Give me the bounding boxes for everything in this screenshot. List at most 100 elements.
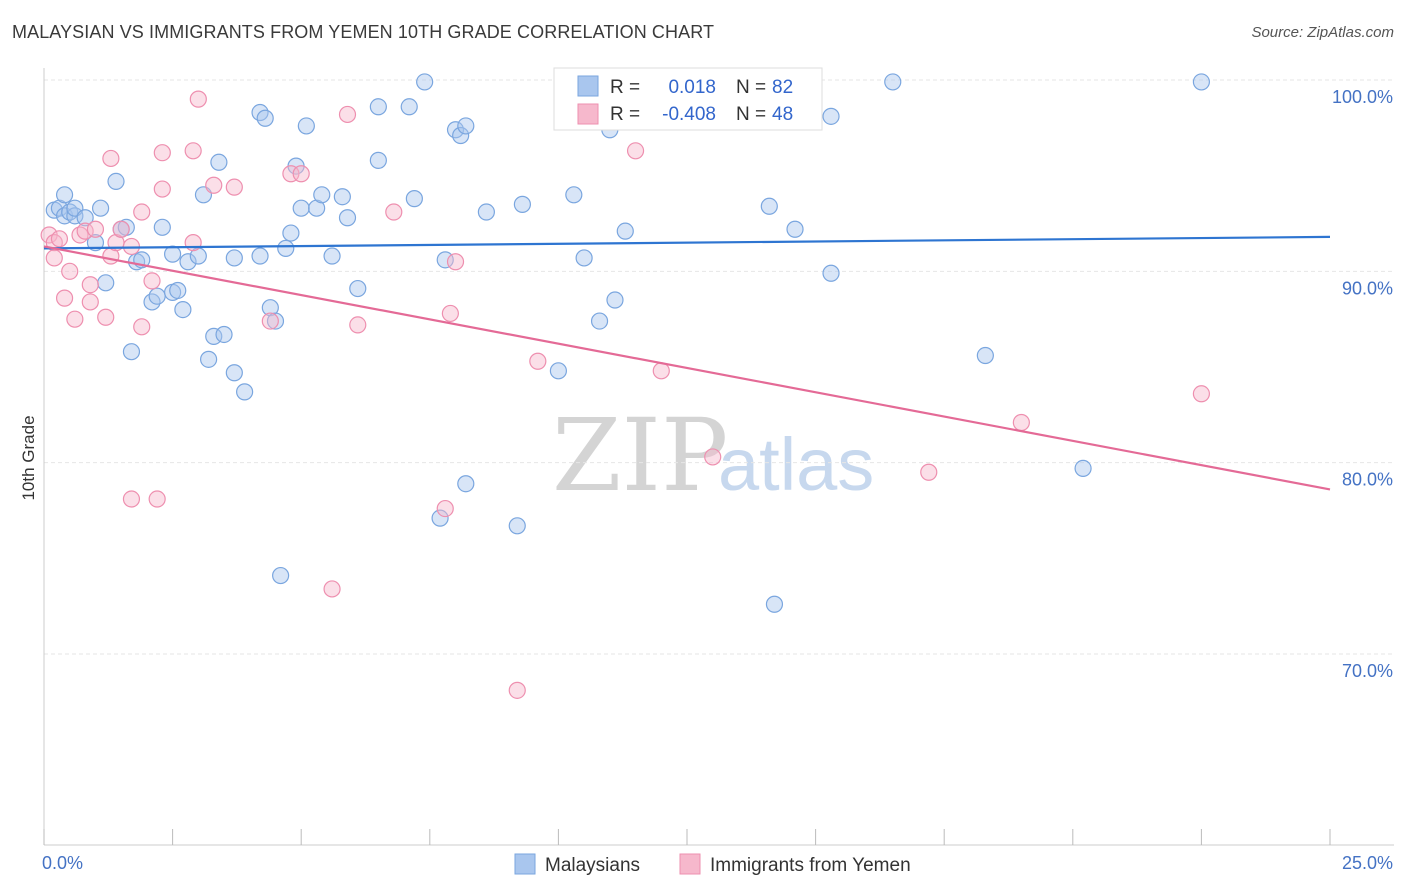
yemen-point-33 xyxy=(323,580,341,598)
malaysian-point-53 xyxy=(400,98,418,116)
malaysian-point-8 xyxy=(86,234,105,252)
watermark: ZIP atlas xyxy=(552,397,874,514)
malaysian-point-66 xyxy=(565,186,583,204)
yemen-point-23 xyxy=(153,180,171,198)
malaysian-point-38 xyxy=(266,312,285,330)
yemen-point-28 xyxy=(205,176,223,194)
chart-title: MALAYSIAN VS IMMIGRANTS FROM YEMEN 10TH … xyxy=(12,22,715,42)
malaysian-point-55 xyxy=(416,73,434,91)
yemen-point-8 xyxy=(76,222,94,240)
axes xyxy=(43,68,1394,846)
yemen-point-20 xyxy=(133,203,151,221)
malaysian-point-61 xyxy=(457,475,475,493)
malaysian-point-57 xyxy=(436,251,454,269)
malaysian-point-41 xyxy=(282,224,300,242)
yemen-point-13 xyxy=(102,149,120,168)
legend-r-value-1: 0.018 xyxy=(668,77,716,98)
malaysian-point-34 xyxy=(251,247,269,265)
malaysian-point-47 xyxy=(323,247,341,265)
malaysian-point-11 xyxy=(107,172,125,191)
malaysian-point-54 xyxy=(405,190,423,208)
malaysian-point-65 xyxy=(549,362,568,380)
malaysian-point-64 xyxy=(513,195,531,213)
yemen-point-16 xyxy=(112,220,130,238)
y-tick-label-2: 90.0% xyxy=(1342,278,1393,298)
yemen-point-34 xyxy=(338,105,357,124)
legend-yemen-swatch xyxy=(679,853,701,875)
yemen-point-18 xyxy=(122,490,141,508)
y-tick-label-3: 100.0% xyxy=(1332,87,1393,107)
yemen-point-40 xyxy=(508,681,526,699)
yemen-point-10 xyxy=(81,293,99,311)
legend-r-label-1: R = xyxy=(610,77,640,98)
malaysian-point-36 xyxy=(256,109,274,127)
malaysian-point-60 xyxy=(457,117,475,135)
x-tick-label-1: 25.0% xyxy=(1342,853,1393,873)
yemen-trend-line xyxy=(43,245,1331,491)
malaysian-point-24 xyxy=(179,253,197,271)
yemen-point-36 xyxy=(385,203,403,221)
malaysian-point-18 xyxy=(148,287,166,305)
malaysian-point-74 xyxy=(760,197,778,215)
malaysian-point-67 xyxy=(575,249,593,267)
yemen-point-25 xyxy=(184,142,202,160)
malaysian-point-43 xyxy=(292,199,310,217)
yemen-point-30 xyxy=(261,312,279,330)
yemen-point-3 xyxy=(50,230,69,248)
malaysian-point-7 xyxy=(76,209,94,227)
yemen-point-39 xyxy=(446,253,465,271)
yemen-point-38 xyxy=(441,304,459,323)
yemen-point-42 xyxy=(626,142,645,160)
malaysian-point-29 xyxy=(210,153,228,171)
legend-malaysians-swatch xyxy=(514,853,536,875)
yemen-point-46 xyxy=(1012,413,1030,432)
gridlines xyxy=(44,79,1394,655)
yemen-point-12 xyxy=(97,308,115,326)
yemen-point-11 xyxy=(86,220,105,238)
yemen-point-5 xyxy=(61,262,79,280)
y-tick-label-1: 80.0% xyxy=(1342,470,1393,490)
malaysian-point-68 xyxy=(590,312,609,330)
y-axis-label: 10th Grade xyxy=(19,415,38,500)
malaysian-point-52 xyxy=(369,98,387,116)
yemen-point-22 xyxy=(148,490,166,508)
yemen-point-2 xyxy=(45,249,63,267)
malaysian-point-10 xyxy=(97,274,115,292)
malaysian-point-22 xyxy=(169,281,187,300)
series-yemen xyxy=(40,90,1211,699)
malaysian-point-32 xyxy=(225,249,243,267)
legend-swatch-pink xyxy=(577,103,599,125)
series-malaysians xyxy=(45,71,1211,613)
trend-lines xyxy=(43,235,1331,491)
yemen-point-47 xyxy=(1192,385,1211,403)
yemen-point-24 xyxy=(153,144,171,162)
malaysian-point-40 xyxy=(277,239,295,257)
y-tick-labels: 70.0% 80.0% 90.0% 100.0% xyxy=(1332,87,1393,681)
malaysian-point-31 xyxy=(225,364,243,382)
yemen-point-9 xyxy=(81,276,99,294)
yemen-point-6 xyxy=(66,310,84,328)
malaysian-point-27 xyxy=(200,350,218,368)
malaysian-point-70 xyxy=(606,291,624,309)
malaysian-point-46 xyxy=(313,186,331,204)
legend-r-value-2: -0.408 xyxy=(662,104,716,125)
legend-n-value-1: 82 xyxy=(772,77,793,98)
yemen-point-32 xyxy=(292,165,310,183)
malaysian-point-78 xyxy=(822,264,840,282)
malaysian-point-76 xyxy=(786,220,804,238)
malaysian-point-44 xyxy=(297,117,315,135)
malaysian-point-63 xyxy=(508,517,526,535)
malaysian-point-23 xyxy=(174,301,192,319)
yemen-point-44 xyxy=(704,448,722,466)
malaysian-point-9 xyxy=(91,199,110,217)
yemen-point-29 xyxy=(225,178,243,196)
malaysian-point-48 xyxy=(333,188,351,206)
y-tick-label-0: 70.0% xyxy=(1342,661,1393,681)
malaysian-point-79 xyxy=(822,107,840,125)
malaysian-point-39 xyxy=(272,566,290,585)
malaysian-point-49 xyxy=(338,209,357,227)
x-tick-labels: 0.0% 25.0% xyxy=(42,853,1393,873)
malaysian-point-14 xyxy=(122,343,141,361)
watermark-atlas: atlas xyxy=(718,423,874,506)
malaysian-point-33 xyxy=(236,383,254,401)
